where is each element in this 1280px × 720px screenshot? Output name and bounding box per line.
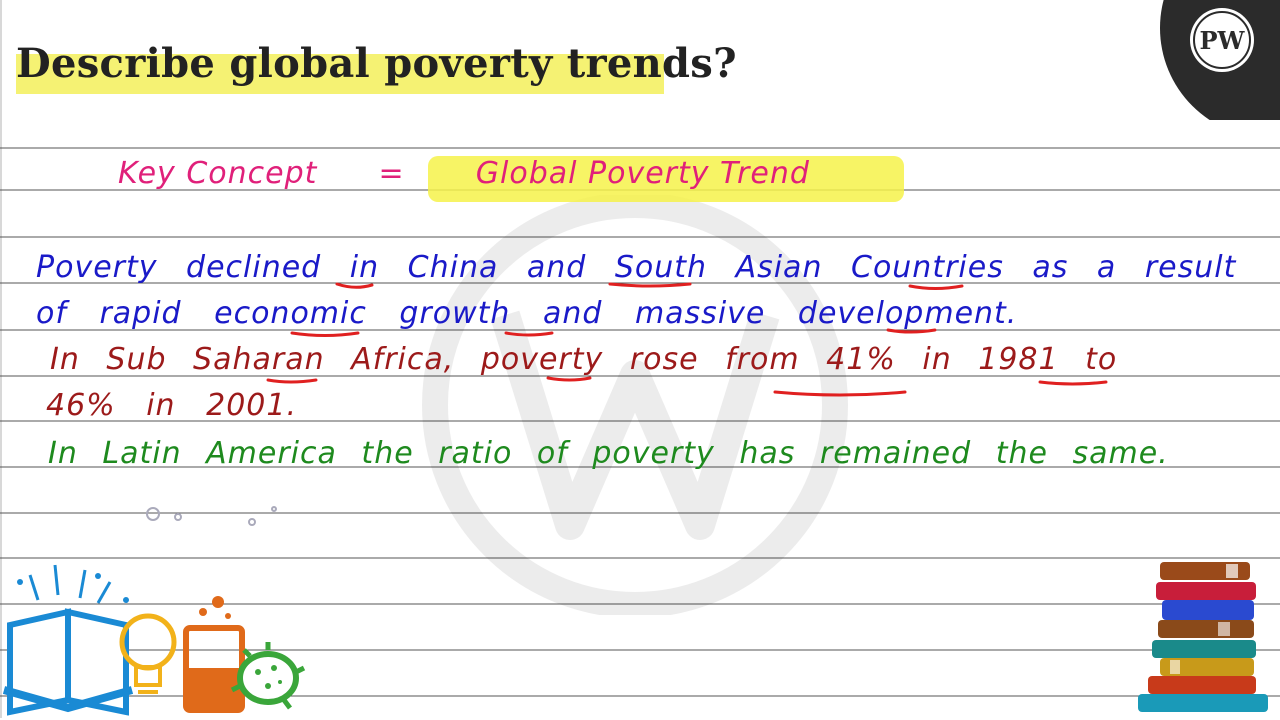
pw-logo-icon[interactable]: PW — [1160, 0, 1280, 120]
watermark-logo-icon — [422, 195, 848, 615]
question-title: Describe global poverty trends? — [16, 40, 737, 87]
note-line-3: In Sub Saharan Africa, poverty rose from… — [50, 342, 1118, 377]
question-highlight — [16, 54, 664, 94]
education-illustration — [2, 564, 306, 716]
concept-highlight — [428, 156, 904, 202]
key-concept-equals: = — [378, 156, 405, 191]
stacked-books-icon — [1138, 562, 1268, 712]
pw-logo-text: PW — [1200, 26, 1246, 55]
open-book-icon — [2, 564, 134, 716]
light-bulb-icon — [119, 613, 177, 694]
beaker-icon — [183, 596, 245, 713]
note-line-1: Poverty declined in China and South Asia… — [36, 250, 1237, 285]
key-concept-label: Key Concept — [118, 156, 318, 191]
key-concept-line: Key Concept = Global Poverty Trend — [118, 156, 810, 191]
note-line-4: 46% in 2001. — [46, 388, 297, 423]
note-line-2: of rapid economic growth and massive dev… — [36, 296, 1018, 331]
question-block: Describe global poverty trends? — [16, 40, 737, 94]
virus-icon — [230, 642, 306, 710]
key-concept-value: Global Poverty Trend — [475, 156, 810, 191]
note-line-5: In Latin America the ratio of poverty ha… — [48, 436, 1169, 471]
